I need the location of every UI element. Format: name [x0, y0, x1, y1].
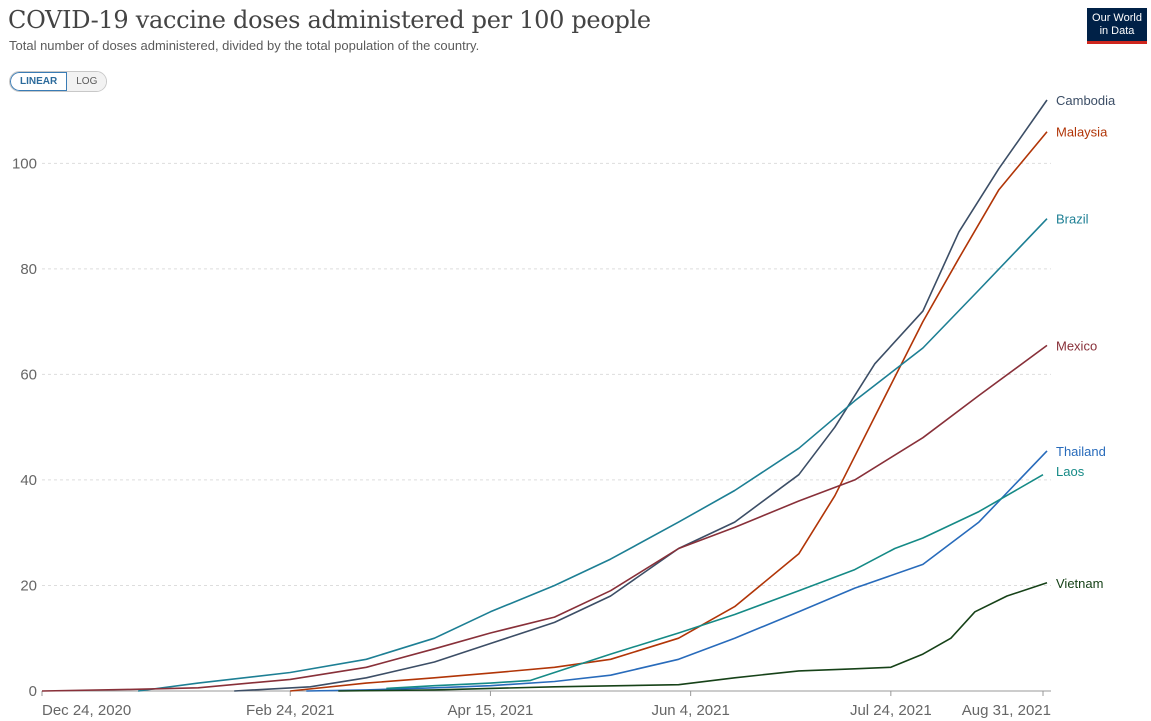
series-label-laos: Laos [1056, 464, 1085, 479]
y-tick-label-60: 60 [20, 366, 37, 383]
x-tick-label-2: Apr 15, 2021 [447, 702, 533, 719]
series-label-malaysia: Malaysia [1056, 125, 1108, 140]
series-line-malaysia [290, 131, 1048, 692]
series-label-brazil: Brazil [1056, 212, 1089, 227]
x-axis: Dec 24, 2020 Feb 24, 2021 Apr 15, 2021 Jun … [41, 690, 1051, 719]
series-labels: Cambodia Malaysia Brazil Mexico Thailand Laos… [1056, 93, 1116, 591]
chart-subtitle: Total number of doses administered, divi… [9, 38, 480, 53]
x-tick-label-1: Feb 24, 2021 [246, 702, 334, 719]
series-line-brazil [137, 218, 1048, 692]
series-line-vietnam [338, 582, 1048, 692]
series-line-cambodia [234, 99, 1048, 692]
series-lines [41, 99, 1048, 692]
log-scale-button[interactable]: LOG [67, 72, 107, 91]
series-label-thailand: Thailand [1056, 444, 1106, 459]
x-tick-label-3: Jun 4, 2021 [651, 702, 729, 719]
linear-scale-button[interactable]: LINEAR [10, 72, 68, 91]
chart-title: COVID-19 vaccine doses administered per … [8, 6, 651, 34]
scale-toggle: LINEAR LOG [9, 71, 108, 92]
y-tick-label-40: 40 [20, 472, 37, 489]
x-tick-label-0: Dec 24, 2020 [42, 702, 131, 719]
series-label-cambodia: Cambodia [1056, 93, 1116, 108]
series-line-mexico [41, 344, 1048, 692]
logo-line-1: Our World [1092, 12, 1142, 24]
series-line-thailand [306, 450, 1048, 692]
y-tick-label-80: 80 [20, 261, 37, 278]
series-label-vietnam: Vietnam [1056, 576, 1103, 591]
owid-logo[interactable]: Our World in Data [1087, 8, 1147, 44]
y-tick-label-100: 100 [12, 155, 37, 172]
grid-lines [42, 162, 1051, 586]
series-line-laos [386, 474, 1044, 690]
x-tick-label-4: Jul 24, 2021 [850, 702, 932, 719]
y-tick-label-0: 0 [29, 683, 37, 700]
y-tick-label-20: 20 [20, 577, 37, 594]
series-label-mexico: Mexico [1056, 338, 1097, 353]
y-axis-ticks: 0 20 40 60 80 100 [12, 155, 37, 700]
x-tick-label-5: Aug 31, 2021 [962, 702, 1051, 719]
logo-line-2: in Data [1099, 25, 1135, 37]
